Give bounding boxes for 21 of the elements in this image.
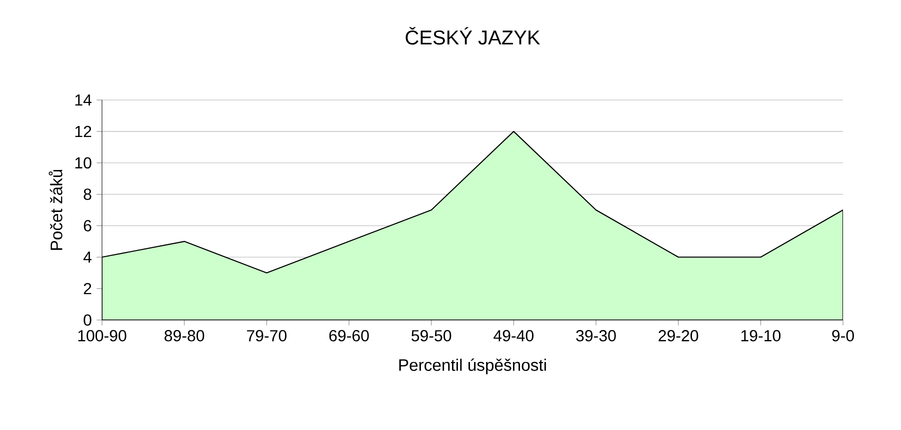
y-tick-label: 6 xyxy=(84,220,92,232)
y-tick-label: 12 xyxy=(75,126,92,138)
y-tick-label: 8 xyxy=(84,188,92,200)
y-axis-title: Počet žáků xyxy=(48,170,62,250)
x-tick-label: 29-20 xyxy=(658,330,698,342)
x-tick-label: 69-60 xyxy=(329,330,369,342)
x-tick-label: 89-80 xyxy=(164,330,204,342)
x-tick-label: 100-90 xyxy=(78,330,126,342)
y-tick-label: 0 xyxy=(84,314,92,326)
x-tick-label: 39-30 xyxy=(576,330,616,342)
chart-title: ČESKÝ JAZYK xyxy=(406,26,540,45)
x-tick-label: 9-0 xyxy=(832,330,854,342)
y-tick-label: 14 xyxy=(75,94,92,106)
y-tick-label: 2 xyxy=(84,282,92,294)
y-tick-label: 4 xyxy=(83,252,92,263)
x-tick-label: 49-40 xyxy=(494,330,534,342)
x-tick-label: 19-10 xyxy=(741,330,780,342)
x-tick-label: 79-70 xyxy=(247,330,287,342)
y-tick-label: 10 xyxy=(75,157,92,169)
x-axis-title: Percentil úspěšnosti xyxy=(399,358,546,374)
x-tick-label: 59-50 xyxy=(412,330,452,342)
